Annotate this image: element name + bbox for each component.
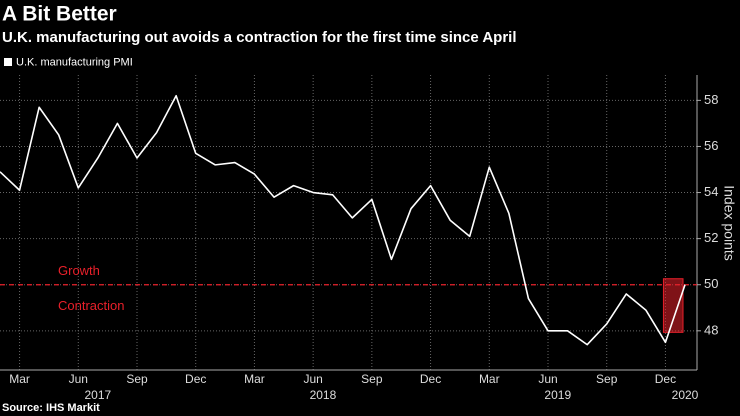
x-tick-label: Sep — [126, 372, 148, 386]
y-tick-label: 54 — [704, 184, 718, 199]
legend-swatch — [4, 58, 12, 66]
x-tick-label: Dec — [655, 372, 676, 386]
x-tick-label: Sep — [361, 372, 383, 386]
year-label: 2019 — [544, 388, 571, 402]
y-tick-label: 48 — [704, 322, 718, 337]
x-tick-label: Jun — [538, 372, 557, 386]
year-label: 2018 — [310, 388, 337, 402]
data-line — [0, 94, 686, 346]
x-tick-label: Dec — [420, 372, 441, 386]
y-tick-label: 50 — [704, 276, 718, 291]
x-tick-label: Jun — [303, 372, 322, 386]
x-tick-label: Dec — [185, 372, 206, 386]
x-tick-label: Sep — [596, 372, 618, 386]
y-tick-label: 56 — [704, 138, 718, 153]
x-tick-label: Mar — [9, 372, 30, 386]
year-label: 2017 — [85, 388, 112, 402]
source: Source: IHS Markit — [2, 402, 100, 414]
x-tick-label: Mar — [479, 372, 500, 386]
x-tick-label: Jun — [69, 372, 88, 386]
y-axis-label: Index points — [721, 185, 737, 261]
highlight-box — [662, 278, 684, 333]
x-tick-label: Mar — [244, 372, 265, 386]
reference-label: Contraction — [58, 298, 124, 313]
legend-label: U.K. manufacturing PMI — [16, 56, 133, 68]
y-tick-label: 52 — [704, 230, 718, 245]
chart-title: A Bit Better — [2, 3, 117, 26]
chart-subtitle: U.K. manufacturing out avoids a contract… — [2, 29, 517, 46]
year-label: 2020 — [672, 388, 699, 402]
y-tick-label: 58 — [704, 92, 718, 107]
reference-label: Growth — [58, 263, 100, 278]
